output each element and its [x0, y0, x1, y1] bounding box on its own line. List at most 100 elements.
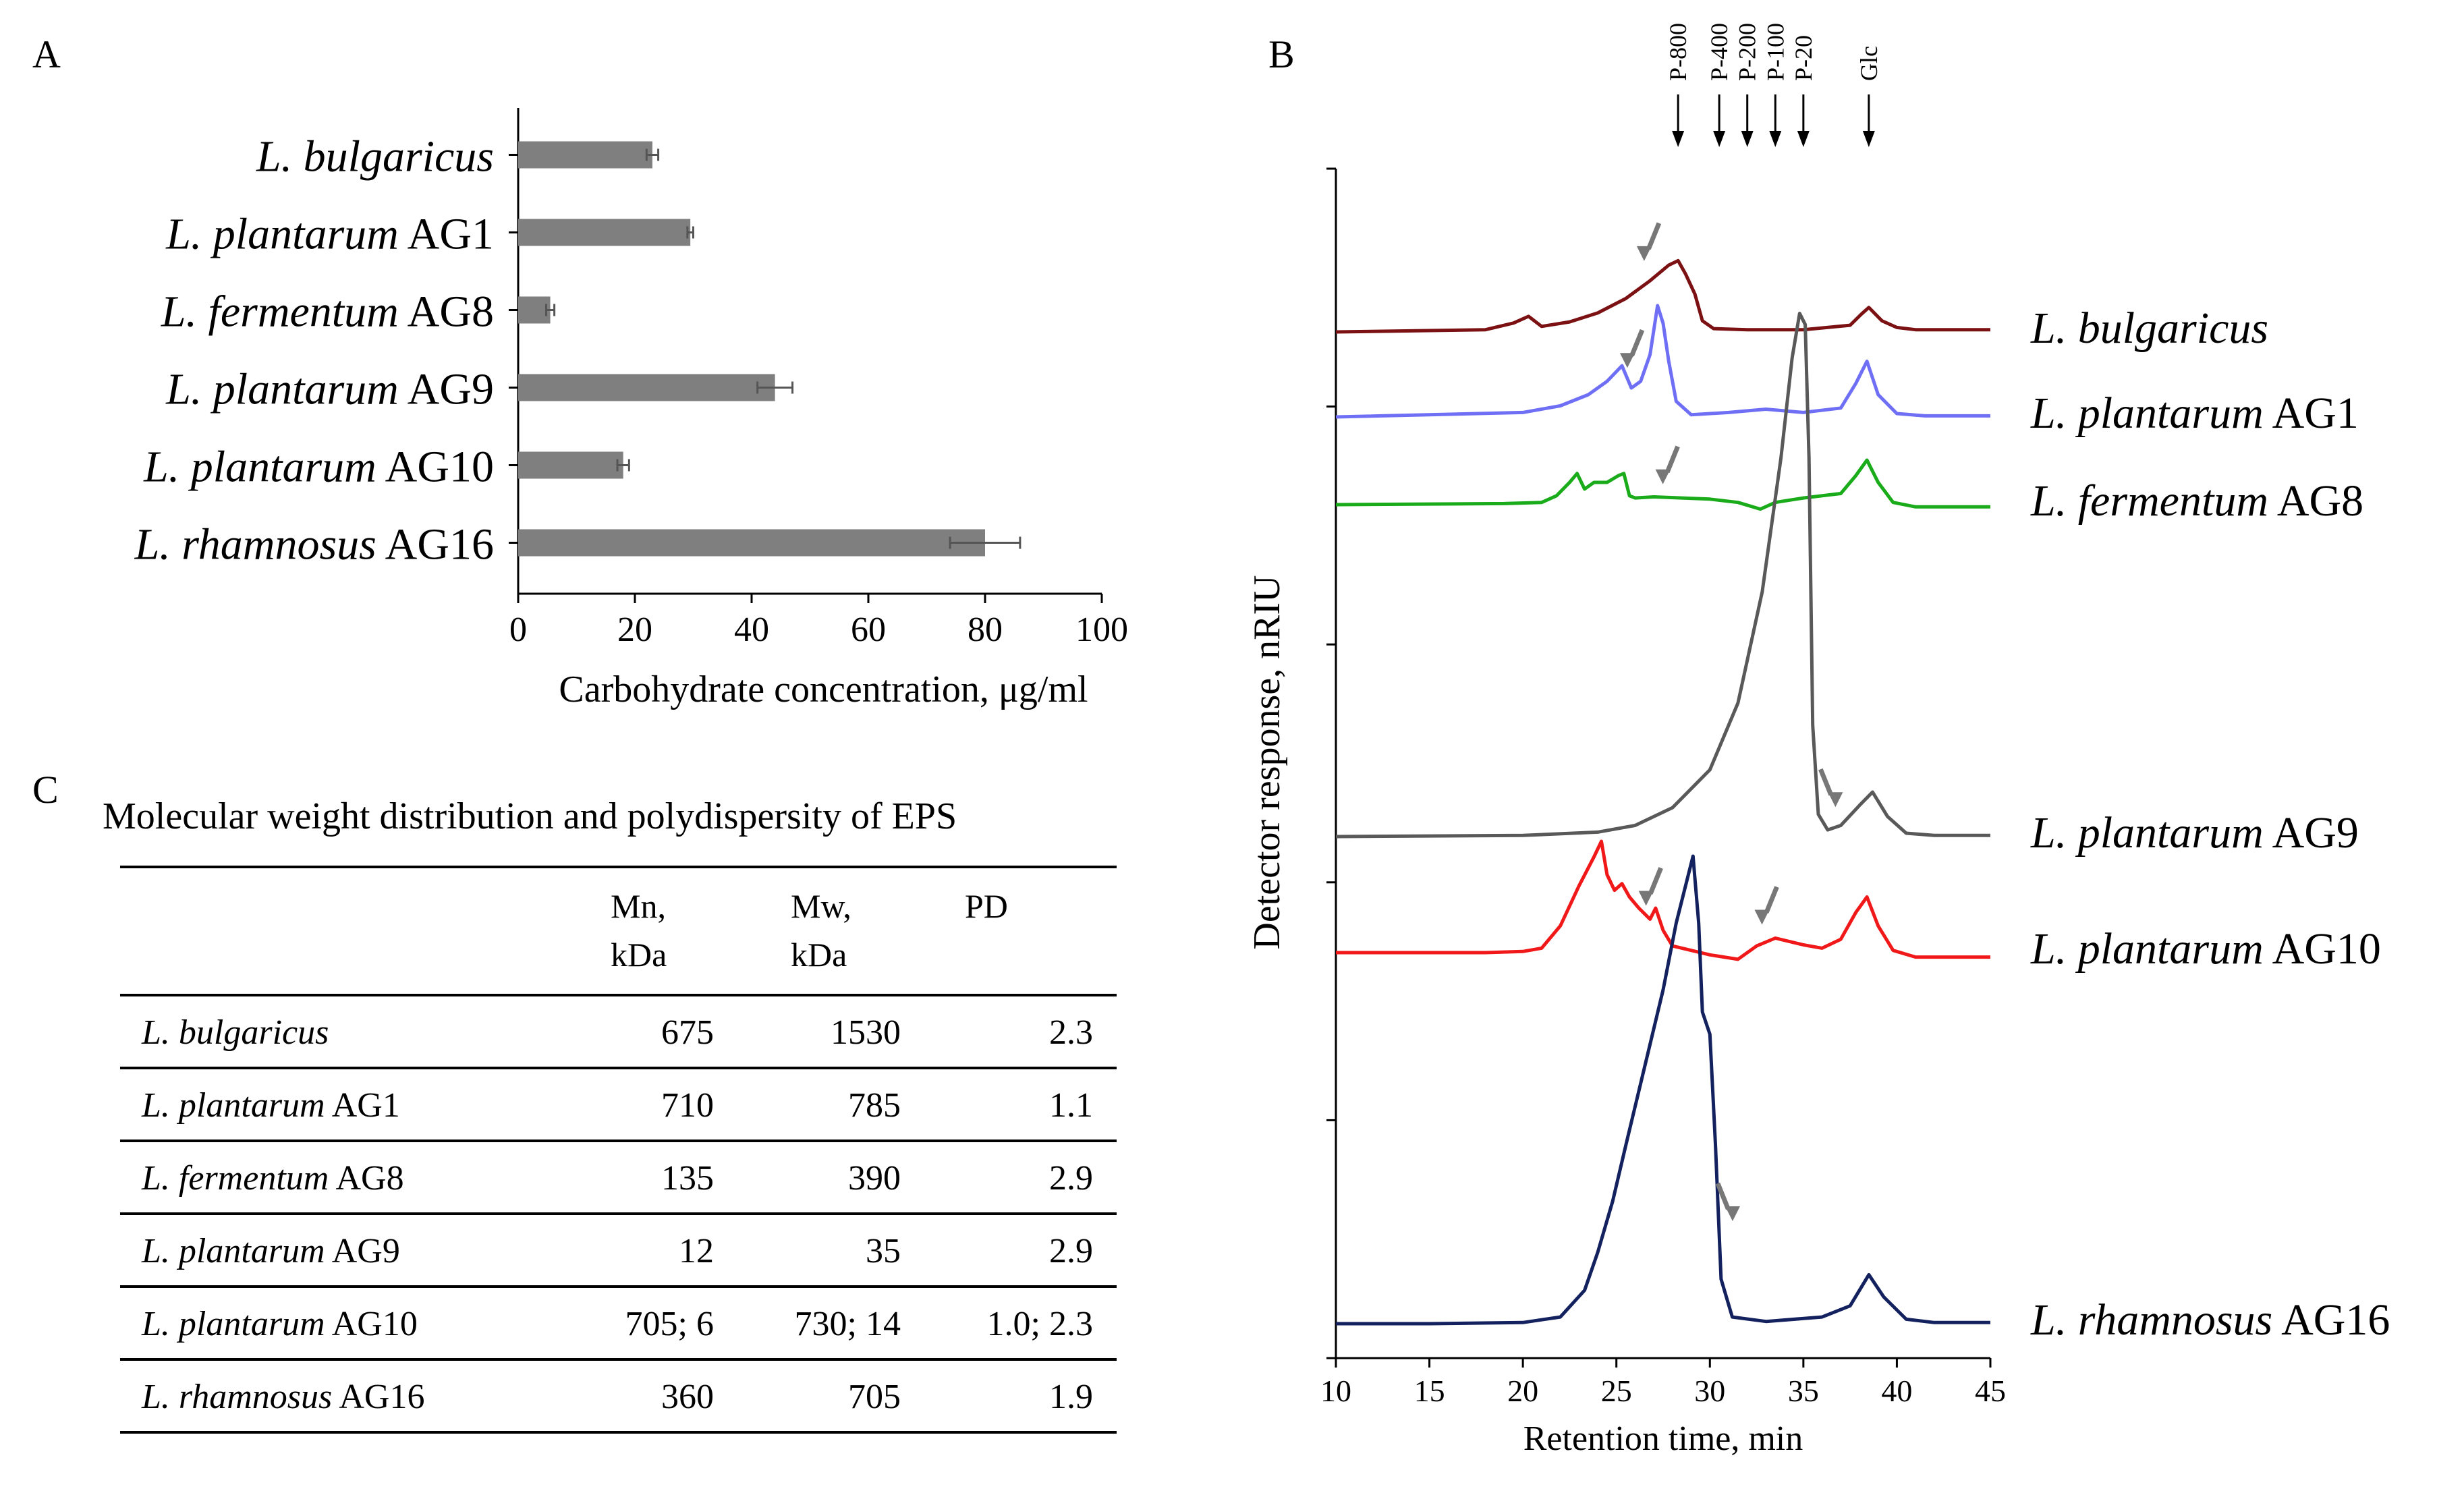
trace-line — [1335, 304, 1990, 419]
chromatogram-chart: 10 15 20 25 30 35 40 45 Retention time, min Detec… — [1246, 23, 2390, 1458]
trace-label-species: L. plantarum — [2030, 389, 2264, 438]
category-label-species: L. fermentum — [161, 287, 399, 337]
peak-arrow-head — [1638, 891, 1654, 906]
standard-arrow-head — [1862, 131, 1875, 147]
table-row-label-species: L. plantarum — [141, 1232, 325, 1270]
peak-arrow-head — [1754, 909, 1770, 925]
table-row-label: L. plantarum AG9 — [141, 1232, 400, 1270]
table-row-label: L. fermentum AG8 — [141, 1159, 404, 1198]
trace-label-species: L. plantarum — [2030, 808, 2264, 857]
trace-line — [1336, 839, 1990, 961]
panel-label-c: C — [32, 768, 59, 812]
table-header: Mn, — [611, 887, 666, 925]
category-label-strain: AG10 — [376, 443, 494, 492]
peak-arrow-shaft — [1715, 1182, 1731, 1210]
y-axis-label: Detector response, nRIU — [1246, 575, 1288, 949]
category-label-species: L. plantarum — [165, 365, 399, 414]
trace-label-species: L. rhamnosus — [2030, 1295, 2272, 1345]
category-label: L. plantarum AG10 — [143, 443, 494, 492]
trace-line — [1335, 458, 1990, 511]
table-row-label-strain: AG9 — [325, 1232, 400, 1270]
table-row-label: L. bulgaricus — [141, 1013, 329, 1052]
category-label-strain: AG1 — [399, 210, 494, 259]
trace-label: L. plantarum AG10 — [2030, 924, 2381, 974]
trace-label: L. rhamnosus AG16 — [2030, 1295, 2390, 1345]
table-cell-pd: 2.9 — [1049, 1159, 1093, 1198]
table-row-label-strain: AG16 — [332, 1378, 424, 1416]
x-tick-label: 0 — [509, 611, 527, 649]
peak-arrow-shaft — [1629, 329, 1645, 357]
category-label-species: L. rhamnosus — [134, 520, 376, 569]
bar — [518, 374, 775, 401]
peak-arrow-shaft — [1664, 445, 1680, 474]
trace-label: L. plantarum AG9 — [2030, 808, 2359, 857]
trace-label-species: L. plantarum — [2030, 924, 2264, 974]
standard-arrow-head — [1797, 131, 1810, 147]
table-row-label: L. plantarum AG10 — [141, 1305, 418, 1343]
x-tick-label: 80 — [968, 611, 1003, 649]
table-header-unit: kDa — [611, 936, 667, 974]
panel-label-a: A — [32, 32, 61, 76]
x-tick-label: 35 — [1788, 1374, 1819, 1408]
standard-label: Glc — [1855, 46, 1882, 81]
x-tick-label: 20 — [617, 611, 652, 649]
table-row-label-strain: AG1 — [325, 1086, 400, 1125]
table-row-label-species: L. rhamnosus — [141, 1378, 332, 1416]
peak-arrow-head — [1655, 469, 1671, 484]
table-cell-mn: 675 — [661, 1013, 714, 1052]
category-label-species: L. plantarum — [143, 443, 376, 492]
table-row-label: L. plantarum AG1 — [141, 1086, 400, 1125]
peak-arrow-head — [1828, 792, 1843, 808]
table-row-label-strain: AG10 — [325, 1305, 418, 1343]
peak-arrow-shaft — [1646, 222, 1662, 250]
trace-line — [1335, 312, 1990, 839]
trace-label-species: L. fermentum — [2030, 476, 2268, 526]
table-cell-mw: 35 — [866, 1232, 901, 1270]
x-tick-label: 40 — [1881, 1374, 1912, 1408]
table-cell-mw: 1530 — [831, 1013, 901, 1052]
trace-line — [1335, 258, 1990, 334]
standard-arrow-head — [1741, 131, 1754, 147]
standard-label: P-100 — [1762, 23, 1789, 81]
x-tick-label: 60 — [851, 611, 886, 649]
standard-label: P-800 — [1664, 23, 1691, 81]
table-header: Mw, — [791, 887, 851, 925]
x-tick-label: 25 — [1601, 1374, 1632, 1408]
trace-label-strain: AG9 — [2264, 808, 2359, 857]
peak-arrow-shaft — [1818, 768, 1834, 796]
category-label: L. rhamnosus AG16 — [134, 520, 494, 569]
trace-label-species: L. bulgaricus — [2030, 304, 2268, 353]
category-label-strain: AG9 — [399, 365, 494, 414]
table-cell-mn: 360 — [661, 1378, 714, 1416]
table-cell-mn: 135 — [661, 1159, 714, 1198]
bar — [518, 296, 551, 324]
trace-label-strain: AG8 — [2268, 476, 2363, 526]
table-cell-pd: 1.0; 2.3 — [987, 1305, 1093, 1343]
bar — [518, 529, 985, 557]
trace-label: L. bulgaricus — [2030, 304, 2268, 353]
peak-arrow-head — [1725, 1206, 1740, 1221]
table-cell-pd: 1.9 — [1049, 1378, 1093, 1416]
table-row-label-species: L. fermentum — [141, 1159, 329, 1198]
peak-arrow-shaft — [1764, 886, 1779, 913]
standard-label: P-200 — [1734, 23, 1761, 81]
table-row-label-species: L. plantarum — [141, 1305, 325, 1343]
carbohydrate-bar-chart: 0 20 40 60 80 100 Carbohydrate concentration, … — [134, 108, 1128, 710]
category-label: L. fermentum AG8 — [161, 287, 494, 337]
x-tick-label: 20 — [1507, 1374, 1538, 1408]
trace-label: L. plantarum AG1 — [2030, 389, 2359, 438]
category-label-strain: AG16 — [376, 520, 494, 569]
x-tick-label: 10 — [1320, 1374, 1351, 1408]
category-label-strain: AG8 — [399, 287, 494, 337]
table-cell-pd: 2.3 — [1049, 1013, 1093, 1052]
table-cell-pd: 1.1 — [1049, 1086, 1093, 1125]
table-row-label-species: L. plantarum — [141, 1086, 325, 1125]
x-tick-label: 40 — [734, 611, 769, 649]
table-row-label-species: L. bulgaricus — [141, 1013, 329, 1052]
table-title: Molecular weight distribution and polydi… — [103, 795, 957, 837]
table-cell-mw: 705 — [848, 1378, 901, 1416]
table-header: PD — [965, 887, 1008, 925]
standard-label: P-20 — [1790, 35, 1817, 81]
x-axis-label: Retention time, min — [1523, 1419, 1803, 1458]
